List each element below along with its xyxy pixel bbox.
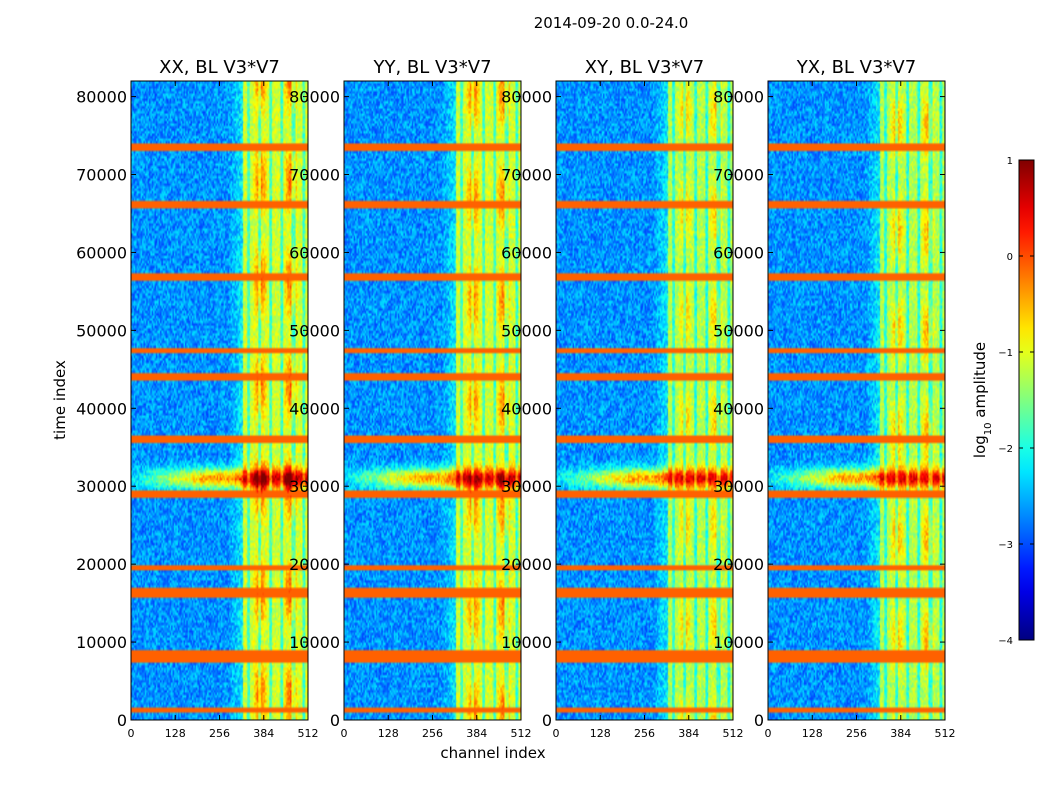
x-tick-label: 256 <box>846 727 867 740</box>
heatmap-image <box>131 81 308 720</box>
y-tick-label: 50000 <box>76 321 127 340</box>
x-tick-label: 256 <box>634 727 655 740</box>
panel-3: YX, BL V3*V7 0 128 256 384 512 0 10000 20000 3000… <box>713 57 955 740</box>
panel-title: XX, BL V3*V7 <box>159 57 280 78</box>
x-tick-label: 128 <box>802 727 823 740</box>
colorbar-tick-label: 0 <box>1007 252 1013 263</box>
y-tick-label: 30000 <box>289 477 340 496</box>
heatmap-image <box>768 81 945 720</box>
x-tick-label: 512 <box>511 727 532 740</box>
y-tick-label: 30000 <box>76 477 127 496</box>
colorbar-label: log10 amplitude <box>971 342 994 458</box>
x-tick-label: 128 <box>590 727 611 740</box>
panel-2: XY, BL V3*V7 0 128 256 384 512 0 10000 20000 3000… <box>501 57 743 740</box>
y-tick-label: 70000 <box>76 166 127 185</box>
x-tick-label: 384 <box>253 727 274 740</box>
x-tick-label: 0 <box>128 727 135 740</box>
x-tick-label: 128 <box>165 727 186 740</box>
y-tick-label: 20000 <box>713 555 764 574</box>
panel-title: YX, BL V3*V7 <box>796 57 916 78</box>
x-tick-label: 128 <box>378 727 399 740</box>
y-tick-label: 60000 <box>713 243 764 262</box>
y-tick-label: 0 <box>754 711 764 730</box>
y-tick-label: 80000 <box>289 88 340 107</box>
y-tick-label: 20000 <box>501 555 552 574</box>
colorbar-tick-label: −4 <box>998 636 1013 647</box>
panel-title: XY, BL V3*V7 <box>585 57 704 78</box>
colorbar: 1 0 −1 −2 −3 −4 log10 amplitude <box>971 156 1035 647</box>
y-tick-label: 40000 <box>713 399 764 418</box>
heatmap-panels: XX, BL V3*V7 0 128 256 384 512 0 10000 20000 3000… <box>76 57 955 740</box>
y-tick-label: 50000 <box>289 321 340 340</box>
panel-0: XX, BL V3*V7 0 128 256 384 512 0 10000 20000 3000… <box>76 57 318 740</box>
y-tick-label: 50000 <box>713 321 764 340</box>
x-tick-label: 0 <box>553 727 560 740</box>
colorbar-tick-label: −1 <box>998 348 1013 359</box>
x-tick-label: 512 <box>298 727 319 740</box>
y-tick-label: 80000 <box>76 88 127 107</box>
x-tick-label: 256 <box>209 727 230 740</box>
y-tick-label: 70000 <box>713 166 764 185</box>
y-tick-label: 60000 <box>289 243 340 262</box>
y-tick-label: 60000 <box>501 243 552 262</box>
x-tick-label: 256 <box>422 727 443 740</box>
heatmap-image <box>344 81 521 720</box>
y-tick-label: 30000 <box>501 477 552 496</box>
y-tick-label: 80000 <box>501 88 552 107</box>
y-tick-label: 70000 <box>289 166 340 185</box>
figure-suptitle: 2014-09-20 0.0-24.0 <box>534 14 689 32</box>
x-tick-label: 0 <box>341 727 348 740</box>
colorbar-tick-label: −3 <box>998 540 1013 551</box>
colorbar-tick-label: −2 <box>998 444 1013 455</box>
x-tick-label: 384 <box>890 727 911 740</box>
x-tick-label: 0 <box>765 727 772 740</box>
colorbar-gradient <box>1018 159 1035 641</box>
y-tick-label: 0 <box>330 711 340 730</box>
x-axis-label: channel index <box>440 744 545 762</box>
y-tick-label: 10000 <box>76 633 127 652</box>
y-tick-label: 60000 <box>76 243 127 262</box>
x-tick-label: 512 <box>935 727 956 740</box>
heatmap-image <box>556 81 733 720</box>
y-tick-label: 50000 <box>501 321 552 340</box>
y-tick-label: 20000 <box>76 555 127 574</box>
y-tick-label: 0 <box>117 711 127 730</box>
y-tick-label: 10000 <box>289 633 340 652</box>
y-tick-label: 30000 <box>713 477 764 496</box>
y-tick-label: 10000 <box>501 633 552 652</box>
y-tick-label: 80000 <box>713 88 764 107</box>
y-tick-label: 0 <box>542 711 552 730</box>
y-tick-label: 20000 <box>289 555 340 574</box>
y-tick-label: 10000 <box>713 633 764 652</box>
y-tick-label: 40000 <box>501 399 552 418</box>
y-tick-label: 40000 <box>289 399 340 418</box>
y-tick-label: 70000 <box>501 166 552 185</box>
x-tick-label: 384 <box>466 727 487 740</box>
y-tick-label: 40000 <box>76 399 127 418</box>
x-tick-label: 512 <box>723 727 744 740</box>
colorbar-tick-label: 1 <box>1007 156 1013 167</box>
panel-1: YY, BL V3*V7 0 128 256 384 512 0 10000 20000 3000… <box>289 57 531 740</box>
x-tick-label: 384 <box>678 727 699 740</box>
y-axis-label: time index <box>51 360 69 440</box>
panel-title: YY, BL V3*V7 <box>372 57 491 78</box>
